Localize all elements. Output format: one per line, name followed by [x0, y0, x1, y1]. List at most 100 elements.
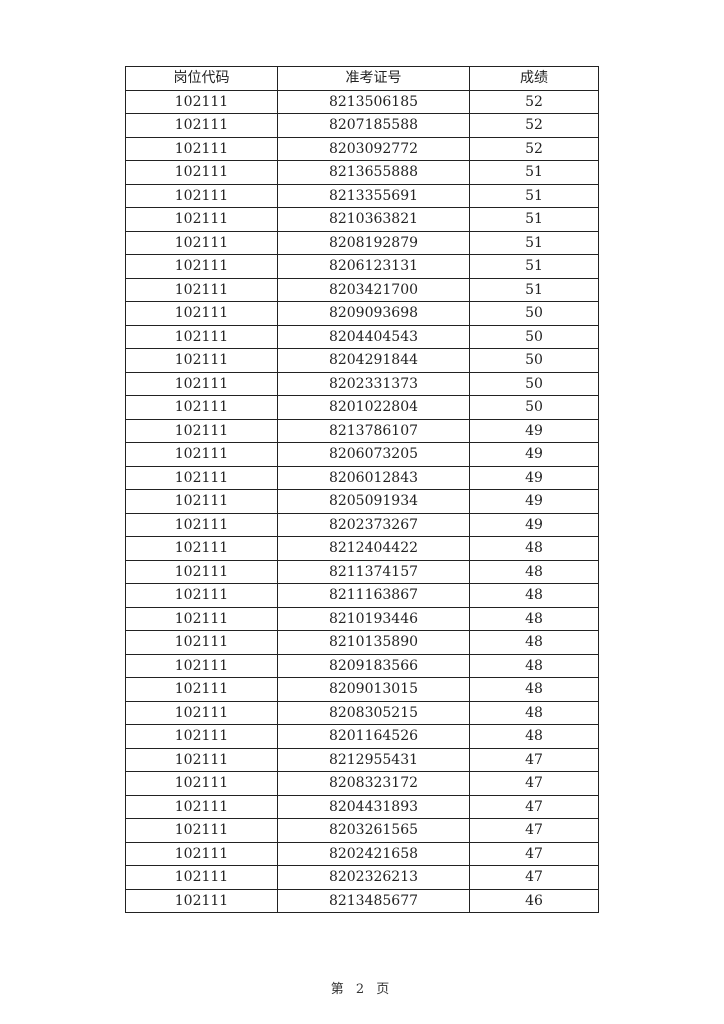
position-code-cell: 102111: [125, 771, 278, 796]
score-cell: 52: [469, 89, 599, 114]
position-code-cell: 102111: [125, 183, 278, 208]
position-code-cell: 102111: [125, 794, 278, 819]
position-code-cell: 102111: [125, 606, 278, 631]
table-row: 102111 8202326213 47: [125, 865, 599, 890]
table-row: 102111 8210193446 48: [125, 606, 599, 631]
table-row: 102111 8213786107 49: [125, 418, 599, 443]
score-cell: 47: [469, 818, 599, 843]
table-row: 102111 8213506185 52: [125, 89, 599, 114]
position-code-cell: 102111: [125, 160, 278, 185]
table-header-row: 岗位代码 准考证号 成绩: [125, 66, 599, 91]
table-row: 102111 8206073205 49: [125, 442, 599, 467]
position-code-cell: 102111: [125, 630, 278, 655]
score-cell: 49: [469, 442, 599, 467]
position-code-cell: 102111: [125, 395, 278, 420]
admission-number-cell: 8207185588: [277, 113, 470, 138]
table-row: 102111 8203421700 51: [125, 277, 599, 302]
table-row: 102111 8208305215 48: [125, 700, 599, 725]
header-admission-number: 准考证号: [277, 66, 470, 91]
admission-number-cell: 8209013015: [277, 677, 470, 702]
position-code-cell: 102111: [125, 677, 278, 702]
admission-number-cell: 8213655888: [277, 160, 470, 185]
admission-number-cell: 8206012843: [277, 465, 470, 490]
score-table: 岗位代码 准考证号 成绩 102111 8213506185 52 102111 820…: [125, 66, 599, 913]
table-row: 102111 8213485677 46: [125, 888, 599, 913]
score-cell: 50: [469, 301, 599, 326]
table-row: 102111 8210363821 51: [125, 207, 599, 232]
admission-number-cell: 8202421658: [277, 841, 470, 866]
admission-number-cell: 8213355691: [277, 183, 470, 208]
position-code-cell: 102111: [125, 865, 278, 890]
table-row: 102111 8212404422 48: [125, 536, 599, 561]
admission-number-cell: 8210135890: [277, 630, 470, 655]
position-code-cell: 102111: [125, 442, 278, 467]
score-cell: 47: [469, 747, 599, 772]
admission-number-cell: 8203092772: [277, 136, 470, 161]
admission-number-cell: 8203261565: [277, 818, 470, 843]
admission-number-cell: 8211163867: [277, 583, 470, 608]
admission-number-cell: 8201164526: [277, 724, 470, 749]
table-body: 102111 8213506185 52 102111 8207185588 52 1021…: [125, 89, 599, 913]
table-row: 102111 8203092772 52: [125, 136, 599, 161]
table-row: 102111 8204404543 50: [125, 324, 599, 349]
position-code-cell: 102111: [125, 418, 278, 443]
score-cell: 51: [469, 207, 599, 232]
position-code-cell: 102111: [125, 324, 278, 349]
table-row: 102111 8209013015 48: [125, 677, 599, 702]
position-code-cell: 102111: [125, 653, 278, 678]
table-row: 102111 8204431893 47: [125, 794, 599, 819]
position-code-cell: 102111: [125, 747, 278, 772]
score-cell: 47: [469, 841, 599, 866]
score-cell: 52: [469, 136, 599, 161]
header-position-code: 岗位代码: [125, 66, 278, 91]
score-cell: 48: [469, 606, 599, 631]
position-code-cell: 102111: [125, 136, 278, 161]
admission-number-cell: 8202373267: [277, 512, 470, 537]
score-cell: 49: [469, 512, 599, 537]
score-cell: 50: [469, 395, 599, 420]
score-cell: 49: [469, 418, 599, 443]
score-cell: 51: [469, 277, 599, 302]
score-cell: 47: [469, 794, 599, 819]
admission-number-cell: 8206123131: [277, 254, 470, 279]
table-row: 102111 8204291844 50: [125, 348, 599, 373]
position-code-cell: 102111: [125, 348, 278, 373]
admission-number-cell: 8205091934: [277, 489, 470, 514]
table-row: 102111 8209183566 48: [125, 653, 599, 678]
table-row: 102111 8201164526 48: [125, 724, 599, 749]
score-cell: 48: [469, 700, 599, 725]
table-row: 102111 8201022804 50: [125, 395, 599, 420]
score-cell: 48: [469, 653, 599, 678]
position-code-cell: 102111: [125, 113, 278, 138]
admission-number-cell: 8204291844: [277, 348, 470, 373]
score-cell: 48: [469, 583, 599, 608]
table-row: 102111 8203261565 47: [125, 818, 599, 843]
score-cell: 51: [469, 183, 599, 208]
table-row: 102111 8213355691 51: [125, 183, 599, 208]
position-code-cell: 102111: [125, 818, 278, 843]
admission-number-cell: 8213786107: [277, 418, 470, 443]
score-cell: 48: [469, 630, 599, 655]
table-row: 102111 8213655888 51: [125, 160, 599, 185]
admission-number-cell: 8213506185: [277, 89, 470, 114]
table-row: 102111 8210135890 48: [125, 630, 599, 655]
table-row: 102111 8205091934 49: [125, 489, 599, 514]
admission-number-cell: 8209093698: [277, 301, 470, 326]
admission-number-cell: 8210363821: [277, 207, 470, 232]
table-row: 102111 8202421658 47: [125, 841, 599, 866]
position-code-cell: 102111: [125, 254, 278, 279]
admission-number-cell: 8209183566: [277, 653, 470, 678]
table-row: 102111 8206123131 51: [125, 254, 599, 279]
score-cell: 50: [469, 348, 599, 373]
admission-number-cell: 8202331373: [277, 371, 470, 396]
admission-number-cell: 8212955431: [277, 747, 470, 772]
score-cell: 50: [469, 324, 599, 349]
admission-number-cell: 8204404543: [277, 324, 470, 349]
score-cell: 49: [469, 489, 599, 514]
score-cell: 52: [469, 113, 599, 138]
score-cell: 48: [469, 724, 599, 749]
position-code-cell: 102111: [125, 700, 278, 725]
table-row: 102111 8211163867 48: [125, 583, 599, 608]
position-code-cell: 102111: [125, 724, 278, 749]
admission-number-cell: 8206073205: [277, 442, 470, 467]
